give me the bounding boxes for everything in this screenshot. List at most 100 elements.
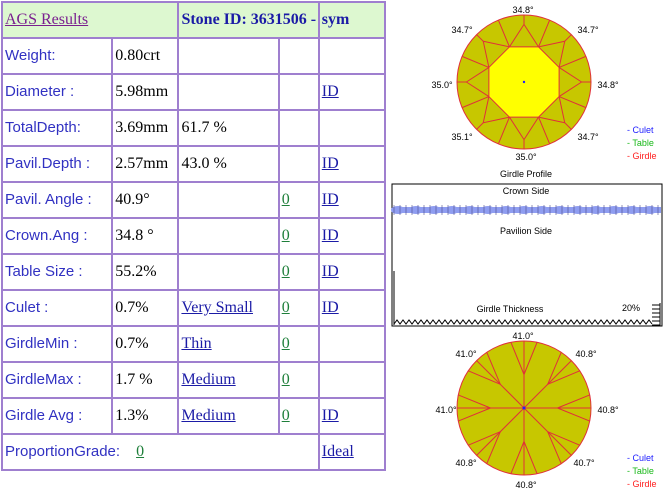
row-sym-link-cell <box>317 37 387 75</box>
pavilion-half-line <box>468 370 501 385</box>
crown-angle-top: 34.8° <box>512 5 534 15</box>
row-sym-link[interactable]: ID <box>321 407 339 424</box>
table-row: Crown.Ang : 34.8 ° 0 ID <box>0 217 387 255</box>
crown-angle-top-right: 34.7° <box>577 25 599 35</box>
row-code-link[interactable]: 0 <box>281 335 290 352</box>
row-value-cell: 0.7% <box>111 325 180 363</box>
row-value: 3.69mm <box>115 119 169 136</box>
crown-facet-line <box>497 19 510 48</box>
table-row: GirdleMin : 0.7% Thin 0 <box>0 325 387 363</box>
row-label-cell: Pavil.Depth : <box>0 145 114 183</box>
table-row: GirdleMax : 1.7 % Medium 0 <box>0 361 387 399</box>
pavilion-side-label: Pavilion Side <box>500 226 552 236</box>
pavilion-half-line <box>458 407 491 422</box>
crown-facet-line <box>482 41 490 68</box>
row-code-link-cell: 0 <box>277 289 320 327</box>
pavilion-angle-bottom-left: 40.8° <box>455 458 477 468</box>
crown-angle-bottom: 35.0° <box>515 152 537 162</box>
proportion-label-cell: ProportionGrade: 0 <box>1 433 320 471</box>
results-title[interactable]: AGS Results <box>5 11 89 28</box>
row-value: 55.2% <box>115 263 157 280</box>
row-value: 5.98mm <box>115 83 169 100</box>
pavilion-legend-girdle: - Girdle <box>627 479 657 489</box>
results-header-row: AGS Results Stone ID: 3631506 - sym <box>0 1 387 39</box>
row-sym-link-cell: ID <box>317 397 387 435</box>
pavilion-diagram: 41.0° 41.0° 40.8° 41.0° 40.8° 40.8° 40.7… <box>435 331 657 490</box>
row-code-link[interactable]: 0 <box>281 227 290 244</box>
row-value: 40.9° <box>115 191 150 208</box>
girdle-band-node <box>499 206 513 214</box>
row-sym-link[interactable]: ID <box>321 155 339 172</box>
crown-diagram: 34.8° 34.7° 34.7° 35.0° 34.8° 35.1° 34.7… <box>431 5 657 179</box>
row-sym-link[interactable]: ID <box>321 299 339 316</box>
row-value-cell: 0.7% <box>111 289 180 327</box>
crown-gem-outline <box>456 14 592 150</box>
girdle-band <box>391 205 661 215</box>
row-value-cell: 1.3% <box>111 397 180 435</box>
row-sym-link[interactable]: ID <box>321 83 339 100</box>
row-sym-link[interactable]: ID <box>321 191 339 208</box>
crown-side-label: Crown Side <box>503 186 550 196</box>
girdle-band-node <box>643 206 657 214</box>
row-grade-link[interactable]: Very Small <box>181 299 253 316</box>
pavilion-angle-top: 41.0° <box>512 331 534 341</box>
pavilion-half-line <box>547 431 580 446</box>
pavilion-culet-dot <box>522 406 526 410</box>
row-value: 1.3% <box>115 407 149 424</box>
row-code-link-cell: 0 <box>277 361 320 399</box>
crown-facet-line <box>538 116 551 145</box>
girdle-band-node <box>409 206 423 214</box>
crown-facet-line <box>509 116 525 140</box>
girdle-band-node <box>571 206 585 214</box>
crown-facet-line <box>476 34 484 42</box>
row-code-link-cell: 0 <box>277 325 320 363</box>
row-code-link[interactable]: 0 <box>281 299 290 316</box>
row-sym-link-cell: ID <box>317 289 387 327</box>
girdle-band-node <box>445 206 459 214</box>
row-code-link[interactable]: 0 <box>281 407 290 424</box>
thickness-wave <box>393 319 653 325</box>
crown-facet-line <box>538 19 551 48</box>
row-grade-link[interactable]: Medium <box>181 407 236 424</box>
crown-facet-line <box>558 81 582 97</box>
row-sym-link[interactable]: ID <box>321 227 339 244</box>
row-label: Diameter : <box>5 83 75 100</box>
pavilion-half-line <box>510 342 525 375</box>
row-sym-link[interactable]: ID <box>321 263 339 280</box>
proportion-code-link[interactable]: 0 <box>136 443 145 460</box>
pavilion-half-line <box>557 394 590 409</box>
crown-angle-bottom-right: 34.7° <box>577 132 599 142</box>
crown-angle-right: 34.8° <box>597 80 619 90</box>
pavilion-legend-table: - Table <box>627 466 654 476</box>
row-grade-link[interactable]: Thin <box>181 335 212 352</box>
pavilion-half-line <box>557 407 590 422</box>
crown-legend-girdle: - Girdle <box>627 151 657 161</box>
row-grade-link-cell: Very Small <box>177 289 280 327</box>
crown-culet-dot <box>522 80 526 84</box>
table-row: Weight: 0.80crt <box>0 37 387 75</box>
girdle-band-node <box>481 206 495 214</box>
row-code-link[interactable]: 0 <box>281 371 290 388</box>
pavilion-legend-culet: - Culet <box>627 453 654 463</box>
crown-facet-line <box>564 34 572 42</box>
row-code-link[interactable]: 0 <box>281 191 290 208</box>
row-label: Pavil. Angle : <box>5 191 92 208</box>
row-value-cell: 0.80crt <box>111 37 180 75</box>
pavilion-half-line <box>523 441 538 474</box>
row-grade-link[interactable]: Medium <box>181 371 236 388</box>
crown-facet-line <box>497 116 510 145</box>
row-code-link[interactable]: 0 <box>281 263 290 280</box>
row-code-link-cell: 0 <box>277 253 320 291</box>
row-value-cell: 5.98mm <box>111 73 180 111</box>
crown-facet-line <box>523 116 539 140</box>
row-value-cell: 40.9° <box>111 181 180 219</box>
proportion-grade-link[interactable]: Ideal <box>321 443 354 460</box>
table-row: Culet : 0.7% Very Small 0 ID <box>0 289 387 327</box>
pavilion-angle-right: 40.8° <box>597 405 619 415</box>
row-label: Pavil.Depth : <box>5 155 91 172</box>
row-code-link-cell: 0 <box>277 181 320 219</box>
crown-facet-line <box>461 55 490 68</box>
row-percent-cell <box>177 73 280 111</box>
results-title-cell: AGS Results <box>0 1 180 39</box>
row-sym-link-cell: ID <box>317 217 387 255</box>
